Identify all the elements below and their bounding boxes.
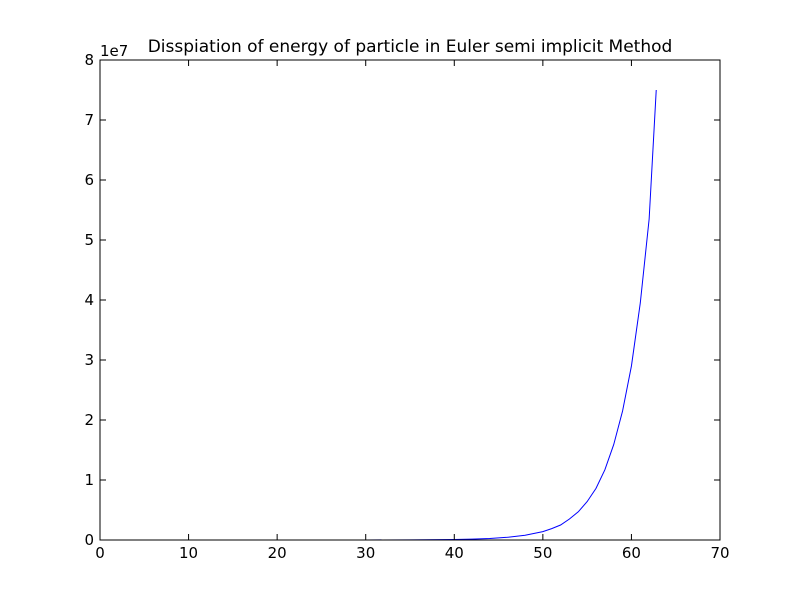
ticks-layer: 0 10 20 30 40 50 60 70 0 1 2 3 4 5 6 7 8: [84, 51, 729, 562]
x-tick-label: 0: [95, 544, 105, 562]
plot-frame: [99, 59, 721, 541]
x-tick-label: 10: [179, 544, 198, 562]
plot-area: [100, 60, 720, 540]
y-tick-label: 7: [84, 111, 94, 129]
y-tick-label: 8: [84, 51, 94, 69]
y-tick-label: 3: [84, 351, 94, 369]
x-tick-label: 50: [533, 544, 552, 562]
x-tick-label: 60: [622, 544, 641, 562]
x-tick-label: 70: [710, 544, 729, 562]
y-tick-label: 4: [84, 291, 94, 309]
x-tick-label: 30: [356, 544, 375, 562]
y-tick-label: 1: [84, 471, 94, 489]
y-offset-label: 1e7: [100, 42, 128, 60]
chart-title: Disspiation of energy of particle in Eul…: [148, 37, 673, 57]
x-tick-label: 40: [445, 544, 464, 562]
x-tick-label: 20: [268, 544, 287, 562]
y-tick-label: 0: [84, 531, 94, 549]
y-tick-label: 5: [84, 231, 94, 249]
y-tick-label: 2: [84, 411, 94, 429]
y-tick-label: 6: [84, 171, 94, 189]
